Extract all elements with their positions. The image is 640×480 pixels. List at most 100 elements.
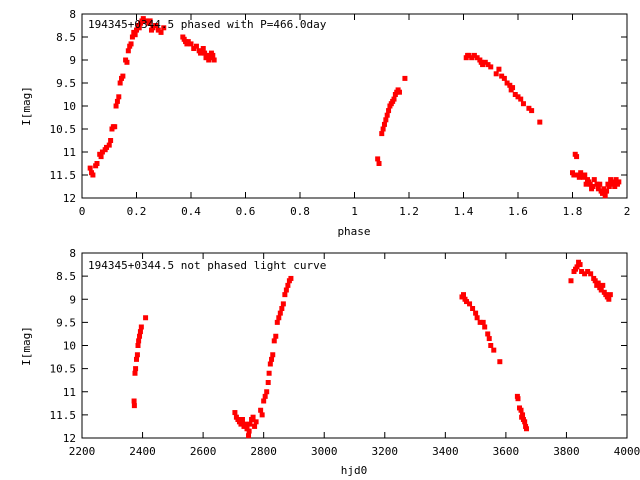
unphased-data-point [606, 296, 612, 302]
unphased-data-point [261, 398, 267, 404]
phased-y-tick-label: 11.5 [50, 169, 77, 182]
phased-data-point [515, 94, 521, 100]
phased-data-point [599, 190, 605, 196]
unphased-data-point [232, 410, 238, 416]
phased-data-point [594, 181, 600, 187]
phased-data-point [129, 34, 135, 40]
unphased-data-point [523, 426, 529, 432]
unphased-data-point [277, 310, 283, 316]
unphased-data-point [582, 271, 588, 277]
phased-x-tick-label: 0.2 [127, 205, 147, 218]
unphased-data-point [138, 324, 144, 330]
phased-data-point [200, 46, 206, 51]
unphased-data-point [252, 423, 258, 429]
phased-data-point [574, 154, 580, 160]
phased-data-point [132, 32, 138, 38]
phased-x-tick-label: 1.2 [399, 205, 419, 218]
phased-x-tick-label: 0 [79, 205, 86, 218]
phased-x-tick-label: 0.8 [290, 205, 310, 218]
phased-data-point [125, 48, 131, 54]
unphased-data-point [247, 421, 253, 427]
phased-data-point [606, 184, 612, 189]
phased-data-point [583, 181, 589, 187]
phased-plot-frame [81, 13, 628, 199]
unphased-data-point [282, 292, 288, 298]
phased-data-point [185, 39, 191, 45]
phased-data-point [202, 50, 208, 56]
unphased-data-point [285, 282, 291, 288]
phased-data-point [384, 112, 390, 118]
phased-data-point [507, 82, 513, 88]
phased-data-point [504, 80, 510, 86]
phased-data-point [188, 41, 194, 47]
phased-data-point [501, 75, 507, 81]
phased-y-tick-label: 9.5 [56, 77, 76, 90]
unphased-y-tick-label: 12 [63, 432, 76, 445]
phased-data-point [124, 59, 130, 65]
phased-data-point [140, 16, 146, 22]
unphased-data-point [271, 338, 277, 344]
phased-data-point [120, 73, 126, 79]
unphased-data-point [288, 275, 294, 281]
unphased-data-point [238, 421, 244, 427]
phased-data-point [210, 52, 216, 58]
phased-data-point [381, 121, 387, 127]
unphased-data-point [274, 319, 280, 325]
phased-data-point [469, 55, 475, 61]
unphased-data-point [246, 428, 252, 434]
unphased-data-point [264, 389, 270, 395]
unphased-x-tick-label: 3600 [493, 445, 520, 458]
unphased-x-tick-label: 3800 [553, 445, 580, 458]
phased-data-point [380, 126, 386, 132]
phased-data-point [376, 161, 382, 166]
phased-data-point [529, 108, 535, 114]
unphased-data-point [574, 264, 580, 270]
unphased-y-tick-label: 11.5 [50, 409, 77, 422]
unphased-data-point [588, 271, 594, 277]
unphased-data-point [262, 393, 268, 399]
phased-data-point [113, 103, 119, 109]
phased-data-point [576, 174, 582, 180]
phased-y-tick-label: 11 [63, 146, 76, 159]
phased-data-point [108, 138, 114, 143]
phased-data-point [610, 179, 616, 185]
phased-data-point [597, 181, 603, 187]
phased-data-point [161, 25, 167, 31]
phased-data-point [193, 43, 199, 49]
unphased-x-tick-label: 3400 [432, 445, 459, 458]
unphased-data-point [474, 315, 480, 321]
unphased-data-point [273, 333, 279, 339]
unphased-data-point [270, 352, 276, 358]
unphased-data-point [269, 356, 275, 362]
phased-x-axis-label: phase [337, 225, 370, 238]
unphased-x-tick-label: 2200 [69, 445, 96, 458]
phased-data-point [499, 73, 505, 79]
unphased-data-point [253, 419, 259, 425]
phased-data-point [488, 64, 494, 70]
phased-data-point [143, 18, 149, 24]
phased-data-point [518, 96, 524, 102]
unphased-data-point [473, 310, 479, 316]
unphased-y-tick-label: 9 [69, 293, 76, 306]
phased-x-tick-label: 1 [351, 205, 358, 218]
phased-data-point [496, 66, 502, 72]
unphased-panel: 8 8.5 9 9.5 10 10.5 11 11.5 12 2200 2400 2600 2800 3… [20, 247, 640, 477]
unphased-plot-title: 194345+0344.5 not phased light curve [88, 259, 326, 272]
unphased-data-point [592, 278, 598, 284]
phased-data-point [482, 59, 488, 65]
unphased-data-point [265, 380, 271, 385]
unphased-data-point [461, 292, 466, 298]
phased-y-axis-label: I[mag] [20, 86, 33, 126]
unphased-data-point [258, 407, 264, 413]
unphased-plot-frame [81, 252, 628, 439]
phased-data-point [153, 23, 159, 28]
phased-x-tick-label: 0.6 [236, 205, 256, 218]
unphased-x-tick-label: 3200 [372, 445, 399, 458]
unphased-data-point [134, 356, 139, 362]
unphased-data-point [267, 361, 273, 367]
unphased-data-point [133, 366, 139, 372]
phased-data-point [98, 154, 104, 160]
phased-data-point [379, 131, 385, 137]
